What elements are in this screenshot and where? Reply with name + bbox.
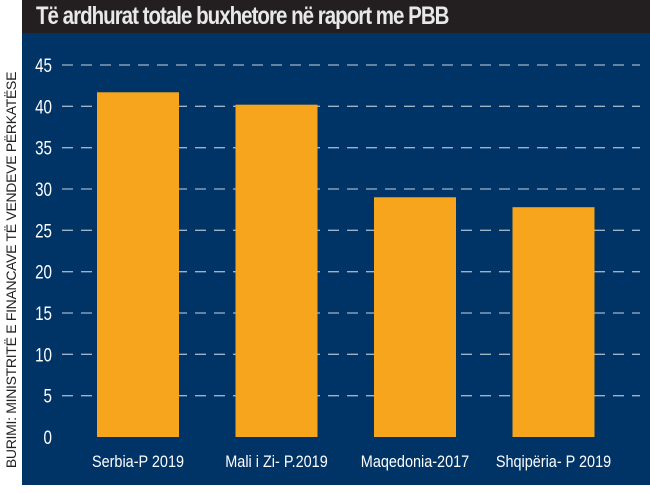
x-tick-label: Mali i Zi- P.2019 (225, 453, 328, 471)
x-tick-label: Serbia-P 2019 (92, 453, 184, 471)
x-tick-label: Maqedonia-2017 (361, 453, 469, 471)
y-tick-label: 10 (35, 344, 52, 366)
y-tick-label: 15 (35, 302, 52, 324)
y-tick-label: 0 (44, 426, 52, 448)
y-tick-label: 40 (35, 96, 52, 118)
bar (512, 207, 595, 437)
x-tick-label: Shqipëria- P 2019 (496, 453, 612, 471)
y-tick-label: 25 (35, 220, 52, 242)
bar (374, 197, 456, 437)
y-tick-label: 35 (35, 137, 52, 159)
y-tick-label: 30 (35, 178, 52, 200)
title-bar: Të ardhurat totale buxhetore në raport m… (22, 0, 650, 33)
bar (97, 92, 179, 437)
y-tick-label: 5 (44, 385, 52, 407)
bar (235, 104, 318, 438)
chart-title: Të ardhurat totale buxhetore në raport m… (36, 2, 449, 30)
y-tick-label: 45 (35, 54, 52, 76)
y-tick-label: 20 (35, 261, 52, 283)
